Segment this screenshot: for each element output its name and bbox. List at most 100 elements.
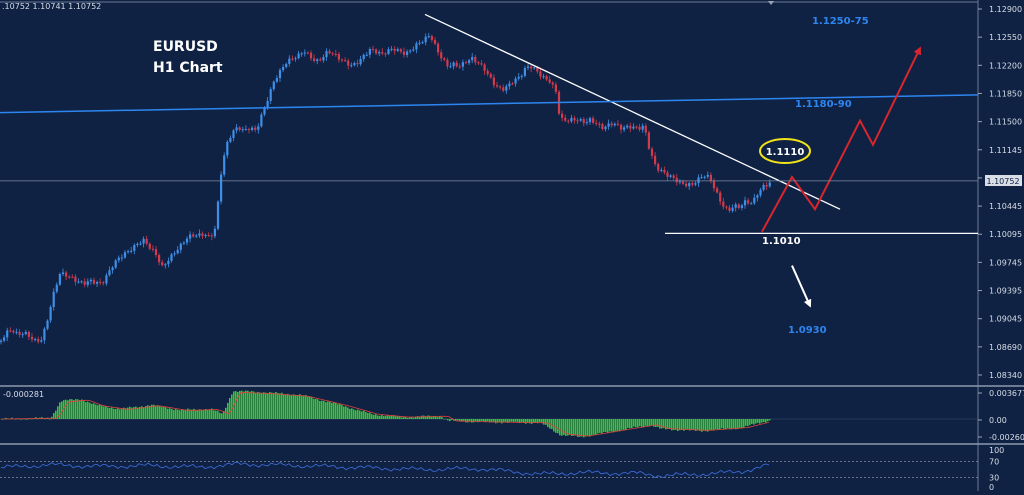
macd-histogram-bar [471, 419, 473, 423]
macd-histogram-bar [609, 419, 611, 432]
candle-body [34, 338, 37, 340]
macd-histogram-bar [323, 400, 325, 419]
price-axis-label: 1.12200 [989, 61, 1022, 70]
rsi-panel: 100 70 300 [0, 446, 1004, 492]
candle-body [130, 250, 133, 252]
macd-histogram-bar [585, 419, 587, 437]
candle-body [716, 188, 719, 193]
candle-body [192, 234, 195, 237]
candle-body [694, 183, 697, 185]
candle-body [86, 281, 89, 285]
candle-body [71, 276, 74, 278]
candle-body [486, 70, 489, 75]
macd-histogram-bar [83, 400, 85, 419]
macd-histogram-bar [625, 419, 627, 430]
macd-histogram-bar [139, 406, 141, 419]
macd-value-label: -0.000281 [3, 390, 44, 399]
candle-body [759, 189, 762, 196]
candle-body [691, 183, 694, 185]
candle-body [449, 66, 452, 68]
candle-body [83, 281, 86, 285]
macd-histogram-bar [171, 408, 173, 419]
macd-histogram-bar [607, 419, 609, 433]
macd-histogram-bar [301, 395, 303, 419]
macd-histogram-bar [687, 419, 689, 430]
macd-histogram-bar [305, 395, 307, 419]
macd-axis-label: 0.003677 [989, 389, 1024, 398]
candle-body [43, 328, 46, 341]
macd-histogram-bar [601, 419, 603, 434]
macd-histogram-bar [283, 393, 285, 419]
candle-body [368, 48, 371, 55]
candle-body [409, 50, 412, 52]
macd-histogram-bar [589, 419, 591, 437]
macd-histogram-bar [481, 419, 483, 421]
candle-body [303, 52, 306, 54]
candle-body [176, 249, 179, 254]
macd-histogram-bar [437, 417, 439, 419]
macd-histogram-bar [611, 419, 613, 432]
macd-histogram-bar [483, 419, 485, 422]
macd-histogram-bar [399, 416, 401, 419]
macd-histogram-bar [705, 419, 707, 432]
macd-histogram-bar [329, 401, 331, 419]
macd-histogram-bar [365, 412, 367, 419]
macd-histogram-bar [583, 419, 585, 438]
macd-histogram-bar [213, 410, 215, 419]
candle-body [65, 272, 68, 277]
macd-histogram-bar [175, 409, 177, 419]
candle-body [619, 124, 623, 130]
candle-body [737, 204, 740, 208]
candle-body [105, 275, 108, 284]
candle-body [179, 243, 182, 250]
candle-body [359, 59, 362, 65]
candle-body [499, 86, 502, 88]
macd-histogram-bar [739, 419, 741, 428]
macd-histogram-bar [107, 407, 109, 419]
macd-histogram-bar [383, 416, 385, 419]
macd-histogram-bar [279, 393, 281, 419]
macd-histogram-bar [251, 391, 253, 419]
rsi-line [0, 461, 770, 479]
macd-histogram-bar [647, 419, 649, 427]
macd-histogram-bar [69, 399, 71, 419]
macd-histogram-bar [459, 419, 461, 422]
candle-body [505, 86, 508, 91]
macd-histogram-bar [31, 418, 33, 420]
price-axis-label: 1.09395 [989, 287, 1022, 296]
macd-histogram-bar [225, 407, 227, 419]
candle-body [437, 43, 440, 53]
candle-body [247, 129, 251, 131]
macd-histogram-bar [445, 418, 447, 420]
macd-histogram-bar [159, 405, 161, 419]
macd-histogram-bar [721, 419, 723, 429]
candle-body [424, 36, 427, 43]
macd-histogram-bar [479, 419, 481, 422]
macd-histogram-bar [215, 410, 217, 419]
macd-histogram-bar [473, 419, 475, 423]
candle-body [654, 155, 657, 164]
candle-body [207, 235, 210, 237]
candle-body [523, 67, 526, 76]
macd-histogram-bar [617, 419, 619, 432]
macd-histogram-bar [181, 409, 183, 419]
macd-histogram-bar [591, 419, 593, 436]
macd-histogram-bar [245, 390, 247, 419]
macd-histogram-bar [131, 407, 133, 419]
candle-body [108, 270, 111, 276]
candle-body [375, 49, 378, 54]
macd-histogram-bar [569, 419, 571, 435]
candle-body [260, 114, 263, 127]
macd-histogram-bar [551, 419, 553, 430]
candle-body [604, 126, 607, 130]
macd-histogram-bar [631, 419, 633, 428]
macd-histogram-bar [289, 395, 291, 419]
candle-body [30, 336, 34, 340]
macd-histogram-bar [393, 415, 395, 419]
candle-body [216, 201, 220, 229]
macd-histogram-bar [621, 419, 623, 430]
candle-body [322, 57, 325, 61]
candle-body [220, 174, 223, 202]
macd-histogram-bar [93, 403, 95, 419]
